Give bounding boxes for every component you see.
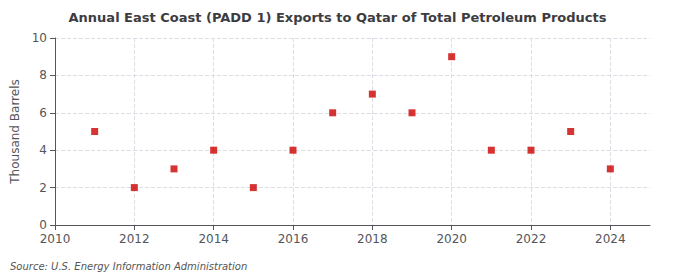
svg-text:Annual East Coast (PADD 1) Exp: Annual East Coast (PADD 1) Exports to Qa… <box>69 10 607 25</box>
svg-text:2018: 2018 <box>357 232 388 246</box>
svg-text:6: 6 <box>39 106 47 120</box>
svg-text:10: 10 <box>32 31 47 45</box>
svg-text:8: 8 <box>39 68 47 82</box>
svg-text:2: 2 <box>39 181 47 195</box>
svg-text:2024: 2024 <box>595 232 626 246</box>
svg-text:Thousand Barrels: Thousand Barrels <box>8 79 22 184</box>
svg-text:0: 0 <box>39 218 47 232</box>
svg-text:2020: 2020 <box>436 232 467 246</box>
svg-text:Source: U.S. Energy Informatio: Source: U.S. Energy Information Administ… <box>10 261 247 272</box>
svg-text:2010: 2010 <box>40 232 71 246</box>
svg-text:2014: 2014 <box>198 232 229 246</box>
svg-text:2022: 2022 <box>516 232 547 246</box>
svg-text:2016: 2016 <box>278 232 309 246</box>
svg-text:2012: 2012 <box>119 232 150 246</box>
svg-text:4: 4 <box>39 143 47 157</box>
